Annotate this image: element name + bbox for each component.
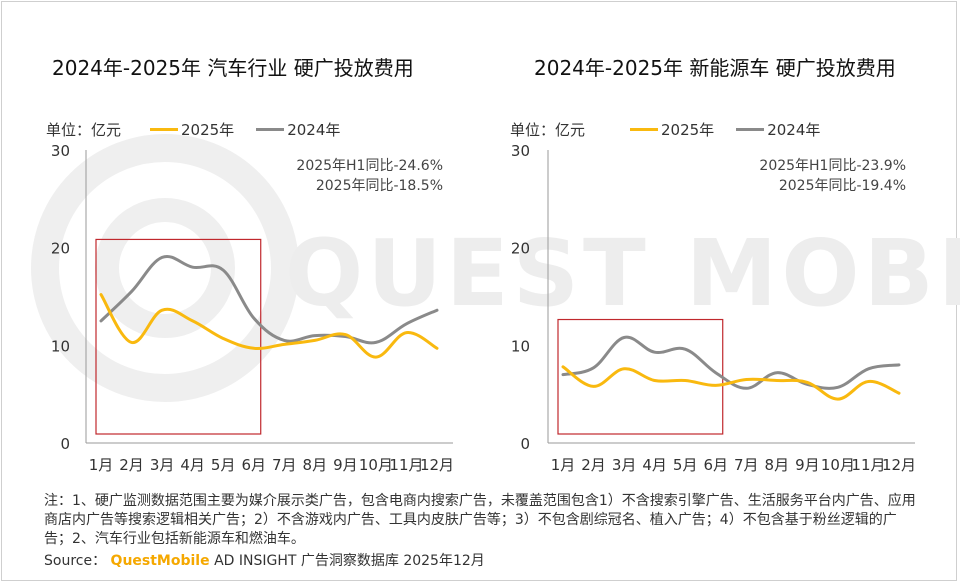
legend-item-2025: 2025年 [150, 119, 234, 140]
legend: 2025年 2024年 [150, 119, 362, 140]
x-tick-label: 11月 [389, 456, 423, 474]
h1-highlight-box [95, 238, 262, 435]
x-tick-label: 8月 [765, 456, 790, 474]
legend-swatch-2025 [630, 128, 658, 131]
x-tick-label: 4月 [180, 456, 205, 474]
annotation-h1: 2025年H1同比-24.6% [296, 158, 443, 174]
legend-item-2024: 2024年 [736, 119, 820, 140]
x-tick-label: 6月 [703, 456, 728, 474]
x-tick-label: 1月 [89, 456, 114, 474]
y-tick-label: 30 [511, 142, 530, 160]
x-tick-label: 12月 [882, 456, 916, 474]
x-tick-label: 12月 [420, 456, 454, 474]
annotation-full-year: 2025年同比-18.5% [315, 178, 443, 194]
x-tick-label: 4月 [642, 456, 667, 474]
x-tick-label: 11月 [851, 456, 885, 474]
legend-label-2024: 2024年 [767, 121, 821, 139]
legend-item-2025: 2025年 [630, 119, 714, 140]
x-tick-label: 1月 [551, 456, 576, 474]
x-tick-label: 7月 [272, 456, 297, 474]
x-tick-label: 2月 [119, 456, 144, 474]
series-line-2024 [561, 335, 901, 390]
annotation-block: 2025年H1同比-23.9% 2025年同比-19.4% [0, 156, 906, 196]
footnote: 注：1、硬广监测数据范围主要为媒介展示类广告，包含电商内搜索广告，未覆盖范围包含… [44, 493, 916, 547]
h1-highlight-box [557, 318, 724, 435]
legend-label-2025: 2025年 [181, 121, 235, 139]
y-tick-label: 10 [511, 337, 530, 355]
legend-swatch-2025 [150, 128, 178, 131]
y-tick-label: 0 [520, 435, 530, 453]
x-tick-label: 7月 [734, 456, 759, 474]
x-tick-label: 10月 [359, 456, 393, 474]
x-tick-label: 5月 [673, 456, 698, 474]
x-tick-label: 8月 [303, 456, 328, 474]
x-tick-label: 9月 [795, 456, 820, 474]
annotation-block: 2025年H1同比-24.6% 2025年同比-18.5% [0, 156, 443, 196]
y-tick-label: 20 [51, 240, 70, 258]
series-line-2024 [99, 254, 439, 345]
source-brand: QuestMobile [110, 553, 210, 569]
chart-title: 2024年-2025年 新能源车 硬广投放费用 [534, 56, 896, 80]
x-tick-label: 6月 [241, 456, 266, 474]
legend-swatch-2024 [736, 128, 765, 131]
legend-label-2025: 2025年 [661, 121, 715, 139]
source-label: Source： [44, 553, 107, 569]
y-tick-label: 30 [51, 142, 70, 160]
x-tick-label: 3月 [150, 456, 175, 474]
legend-label-2024: 2024年 [287, 121, 341, 139]
x-tick-label: 5月 [211, 456, 236, 474]
x-tick-label: 2月 [581, 456, 606, 474]
y-tick-label: 10 [51, 337, 70, 355]
legend-item-2024: 2024年 [256, 119, 340, 140]
x-tick-label: 3月 [612, 456, 637, 474]
annotation-h1: 2025年H1同比-23.9% [759, 158, 906, 174]
chart-title: 2024年-2025年 汽车行业 硬广投放费用 [52, 56, 414, 80]
series-line-2025 [561, 365, 901, 401]
y-tick-label: 0 [60, 435, 70, 453]
source-rest: AD INSIGHT 广告洞察数据库 2025年12月 [214, 553, 485, 569]
x-tick-label: 9月 [333, 456, 358, 474]
annotation-full-year: 2025年同比-19.4% [778, 178, 906, 194]
unit-label: 单位：亿元 [46, 121, 122, 139]
legend-swatch-2024 [256, 128, 285, 131]
x-tick-label: 10月 [821, 456, 855, 474]
series-line-2025 [99, 293, 439, 359]
y-tick-label: 20 [511, 240, 530, 258]
unit-label: 单位：亿元 [510, 121, 586, 139]
source-line: Source： QuestMobile AD INSIGHT 广告洞察数据库 2… [44, 550, 485, 570]
legend: 2025年 2024年 [630, 119, 842, 140]
